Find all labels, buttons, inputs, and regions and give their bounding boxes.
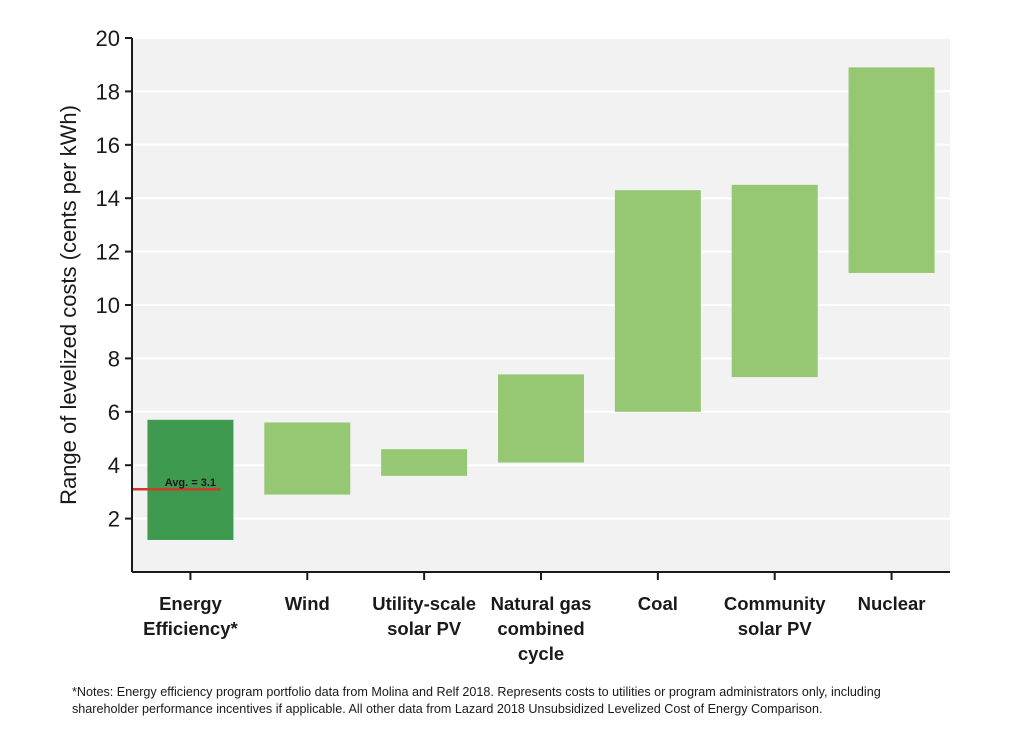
notes-line-2: shareholder performance incentives if ap…	[72, 702, 823, 716]
x-tick-label: solar PV	[387, 618, 462, 639]
y-tick-label: 14	[96, 186, 120, 211]
range-bar	[264, 422, 351, 495]
y-tick-label: 10	[96, 293, 120, 318]
axes	[125, 37, 950, 580]
y-tick-label: 4	[108, 453, 120, 478]
chart-notes: *Notes: Energy efficiency program portfo…	[72, 684, 972, 718]
range-bar	[147, 419, 234, 540]
x-tick-label: Energy	[159, 593, 222, 614]
y-tick-labels: 2 4 6 8 10 12 14 16 18 20	[96, 26, 120, 532]
y-tick-label: 6	[108, 400, 120, 425]
x-tick-label: Coal	[638, 593, 678, 614]
x-tick-label: cycle	[518, 643, 564, 664]
levelized-cost-chart: Avg. = 3.1 2 4 6 8 10 12 14 16 18 20 Energy Effici…	[56, 26, 950, 664]
range-bar	[731, 184, 818, 378]
y-tick-label: 2	[108, 507, 120, 532]
range-bar	[381, 449, 468, 476]
x-tick-label: Utility-scale	[372, 593, 476, 614]
range-bar	[614, 190, 701, 412]
x-tick-label: Community	[724, 593, 826, 614]
average-marker: Avg. = 3.1	[132, 477, 221, 491]
x-tick-label: Wind	[285, 593, 330, 614]
y-tick-label: 20	[96, 26, 120, 51]
y-tick-label: 8	[108, 346, 120, 371]
x-tick-label: combined	[497, 618, 584, 639]
notes-line-1: *Notes: Energy efficiency program portfo…	[72, 685, 881, 699]
y-axis-label: Range of levelized costs (cents per kWh)	[56, 105, 81, 505]
average-label: Avg. = 3.1	[165, 477, 216, 489]
range-bar	[848, 67, 935, 273]
x-tick-label: Efficiency*	[143, 618, 238, 639]
x-category-labels: Energy Efficiency* Wind Utility-scale solar …	[143, 593, 925, 664]
x-tick-label: solar PV	[738, 618, 813, 639]
y-tick-label: 18	[96, 79, 120, 104]
x-tick-label: Nuclear	[858, 593, 926, 614]
bars	[147, 67, 935, 540]
range-bar	[498, 374, 584, 463]
x-tick-label: Natural gas	[491, 593, 592, 614]
y-tick-label: 12	[96, 240, 120, 265]
y-tick-label: 16	[96, 133, 120, 158]
